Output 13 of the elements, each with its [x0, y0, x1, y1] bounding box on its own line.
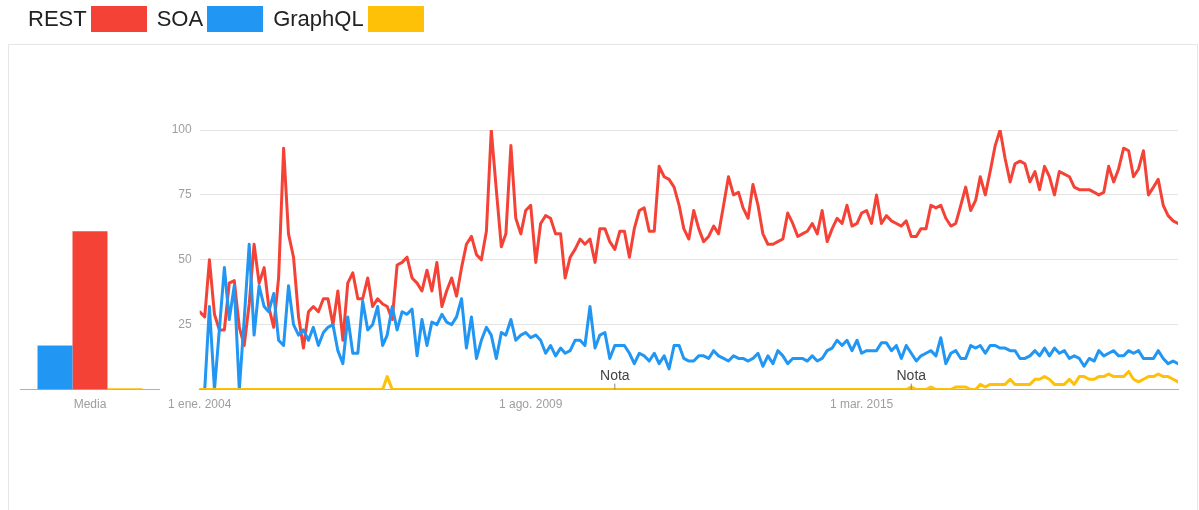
- annotation: Nota: [600, 367, 630, 384]
- x-tick-label: 1 ene. 2004: [167, 397, 232, 412]
- y-tick-label: 50: [178, 252, 193, 267]
- x-tick-label: 1 ago. 2009: [499, 397, 563, 412]
- x-tick-label: Media: [73, 397, 107, 412]
- legend-label: SOA: [156, 6, 204, 32]
- x-tick-label: 1 mar. 2015: [829, 397, 894, 412]
- annotation: Nota: [896, 367, 927, 384]
- legend-label: GraphQL: [273, 6, 364, 32]
- legend-label: REST: [28, 6, 87, 32]
- y-tick-label: 75: [178, 187, 193, 202]
- y-tick-label: 25: [178, 317, 193, 332]
- y-tick-label: 100: [171, 122, 193, 137]
